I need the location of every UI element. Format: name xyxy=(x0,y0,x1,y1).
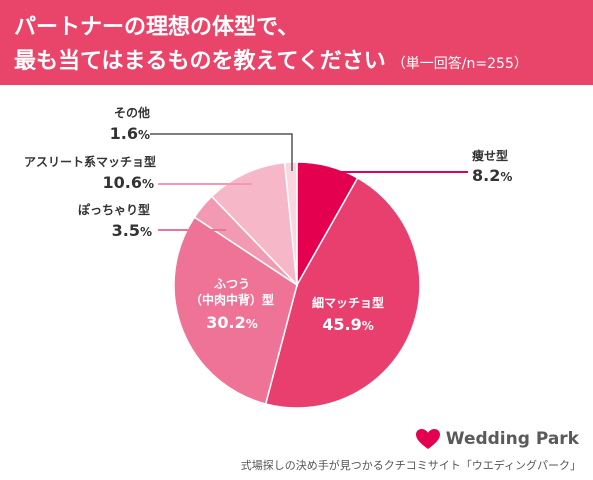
label-other-number: 1.6 xyxy=(110,124,138,143)
label-pocchari-value: 3.5% xyxy=(112,221,152,240)
label-hosomacho-name: 細マッチョ型 xyxy=(312,295,384,310)
label-hosomacho-pct: % xyxy=(362,319,374,333)
label-futsu-line1: ふつう xyxy=(214,277,250,291)
label-yase-value: 8.2% xyxy=(472,166,512,185)
label-futsu-line2: （中肉中背）型 xyxy=(190,292,274,307)
label-athletic-number: 10.6 xyxy=(102,173,141,192)
heart-icon xyxy=(415,429,440,449)
brand-name: Wedding Park xyxy=(445,429,579,449)
label-pocchari-number: 3.5 xyxy=(112,221,140,240)
label-pocchari-name: ぽっちゃり型 xyxy=(78,202,150,217)
label-other-pct: % xyxy=(138,128,150,142)
label-futsu-value: 30.2% xyxy=(206,313,258,332)
pie-slices xyxy=(173,161,421,409)
label-athletic-pct: % xyxy=(142,177,154,191)
chart-title-line1: パートナーの理想の体型で、 xyxy=(14,15,300,40)
label-yase-number: 8.2 xyxy=(472,166,500,185)
label-futsu-pct: % xyxy=(246,317,258,331)
pie-chart: 痩せ型 8.2% その他 1.6% アスリート系マッチョ型 10.6% ぽっちゃ… xyxy=(24,105,512,409)
label-hosomacho-value: 45.9% xyxy=(322,315,374,334)
footer-caption: 式場探しの決め手が見つかるクチコミサイト「ウエディングパーク」 xyxy=(240,459,581,472)
sample-note: （単一回答/n=255） xyxy=(391,56,528,72)
chart-title-line2-text: 最も当てはまるものを教えてください xyxy=(14,49,386,74)
label-yase-pct: % xyxy=(500,170,512,184)
leader-line-other xyxy=(150,133,293,171)
slice-other xyxy=(283,161,298,286)
label-futsu-number: 30.2 xyxy=(206,313,245,332)
label-athletic-value: 10.6% xyxy=(102,173,154,192)
brand-logo: Wedding Park xyxy=(415,428,579,450)
label-pocchari-pct: % xyxy=(140,225,152,239)
label-other-name: その他 xyxy=(114,105,150,120)
slice-hosomacho xyxy=(264,176,421,409)
chart-header: パートナーの理想の体型で、 最も当てはまるものを教えてください （単一回答/n=2… xyxy=(0,0,593,85)
slice-futsu xyxy=(173,216,298,405)
label-athletic-name: アスリート系マッチョ型 xyxy=(24,154,156,169)
label-yase-name: 痩せ型 xyxy=(472,148,508,163)
chart-title-line2: 最も当てはまるものを教えてください （単一回答/n=255） xyxy=(14,43,528,75)
label-other-value: 1.6% xyxy=(110,124,150,143)
slice-athletic xyxy=(210,161,298,288)
label-hosomacho-number: 45.9 xyxy=(322,315,361,334)
